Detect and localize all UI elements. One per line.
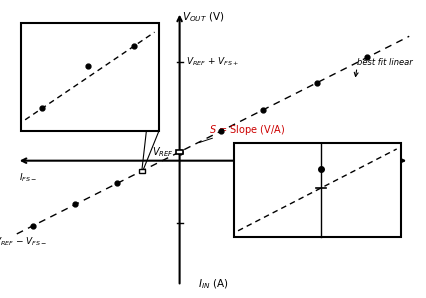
- Text: $S$ = Slope (V/A): $S$ = Slope (V/A): [209, 123, 285, 137]
- Text: $V_{NL}$: $V_{NL}$: [58, 65, 75, 79]
- Text: $V_{OUT, 0 A}$: $V_{OUT, 0 A}$: [245, 156, 277, 168]
- Text: best fit linear: best fit linear: [357, 58, 413, 67]
- Text: $V_{OE}$: $V_{OE}$: [352, 172, 373, 186]
- Bar: [234, 143, 401, 237]
- Bar: [139, 169, 145, 173]
- Bar: [21, 24, 159, 131]
- Text: $I_{IN}$ (A): $I_{IN}$ (A): [198, 277, 228, 291]
- Text: $V_{REF}$: $V_{REF}$: [152, 145, 173, 159]
- Bar: [176, 150, 183, 154]
- Text: $I_{FS-}$: $I_{FS-}$: [19, 172, 37, 184]
- Text: $V_{REF}$: $V_{REF}$: [327, 193, 348, 206]
- Text: $I_{FS+}$: $I_{FS+}$: [385, 172, 403, 184]
- Text: $V_{OUT}$ (V): $V_{OUT}$ (V): [181, 10, 224, 24]
- Text: $V_{REF}$ $-$ $V_{FS-}$: $V_{REF}$ $-$ $V_{FS-}$: [0, 235, 48, 248]
- Text: $V_{REF}$ + $V_{FS+}$: $V_{REF}$ + $V_{FS+}$: [186, 55, 239, 68]
